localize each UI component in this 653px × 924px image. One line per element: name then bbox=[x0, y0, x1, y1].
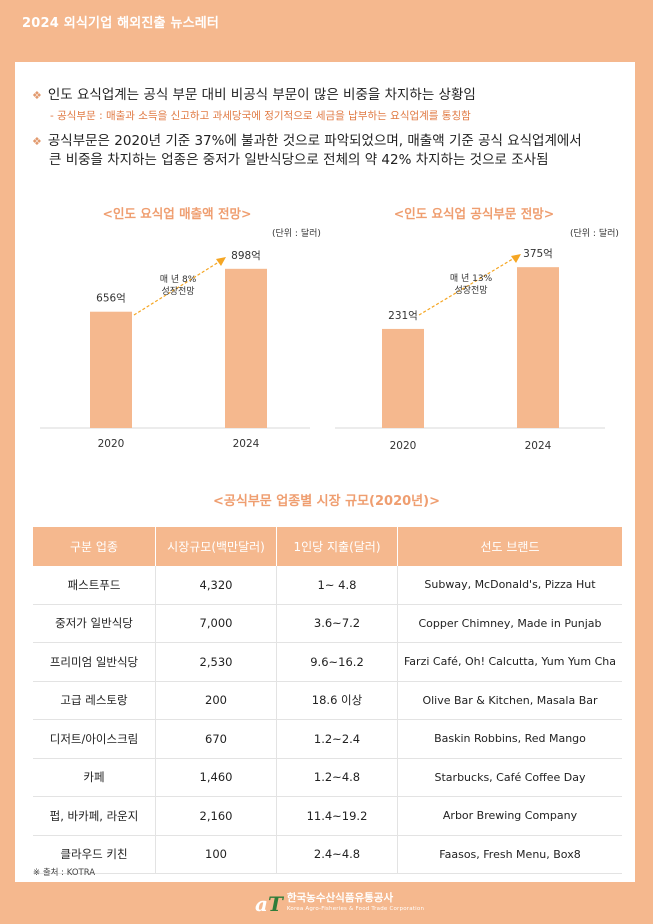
col-header-market-size: 시장규모(백만달러) bbox=[155, 527, 277, 566]
footer-logo: aT 한국농수산식품유통공사 Korea Agro-Fisheries & Fo… bbox=[255, 892, 424, 916]
table-row: 고급 레스토랑 200 18.6 이상 Olive Bar & Kitchen, Ma… bbox=[33, 681, 622, 720]
bullet-2: ❖ 공식부문은 2020년 기준 37%에 불과한 것으로 파악되었으며, 매출액… bbox=[32, 132, 582, 151]
org-name-en: Korea Agro-Fisheries & Food Trade Corpor… bbox=[286, 906, 425, 912]
cell-spend: 9.6~16.2 bbox=[276, 642, 398, 682]
cell-category: 카페 bbox=[33, 758, 156, 797]
cell-brands: Faasos, Fresh Menu, Box8 bbox=[397, 835, 622, 874]
cell-category: 펍, 바카페, 라운지 bbox=[33, 796, 156, 836]
bullet-2-line2: 큰 비중을 차지하는 업종은 중저가 일반식당으로 전체의 약 42% 차지하는… bbox=[49, 152, 549, 168]
table-row: 카페 1,460 1.2~4.8 Starbucks, Café Coffee Day bbox=[33, 758, 622, 797]
cell-brands: Arbor Brewing Company bbox=[397, 796, 622, 836]
table-row: 중저가 일반식당 7,000 3.6~7.2 Copper Chimney, Made… bbox=[33, 604, 622, 643]
table-header-row: 구분 업종 시장규모(백만달러) 1인당 지출(달러) 선도 브랜드 bbox=[33, 527, 622, 566]
cell-brands: Olive Bar & Kitchen, Masala Bar bbox=[397, 681, 622, 720]
chart-1-value-2024: 898억 bbox=[231, 250, 261, 262]
market-size-table: 구분 업종 시장규모(백만달러) 1인당 지출(달러) 선도 브랜드 패스트푸드… bbox=[33, 527, 622, 874]
cell-spend: 2.4~4.8 bbox=[276, 835, 398, 874]
chart-1-unit: (단위 : 달러) bbox=[272, 229, 321, 239]
diamond-bullet-icon: ❖ bbox=[32, 89, 42, 102]
header-title: 2024 외식기업 해외진출 뉴스레터 bbox=[22, 16, 220, 31]
bullet-1: ❖ 인도 요식업계는 공식 부문 대비 비공식 부문이 많은 비중을 차지하는 상… bbox=[32, 86, 476, 105]
chart-1-annotation-1: 매 년 8% bbox=[160, 274, 197, 285]
cell-brands: Copper Chimney, Made in Punjab bbox=[397, 604, 622, 643]
chart-2-xtick-2024: 2024 bbox=[525, 440, 552, 452]
chart-2-value-2020: 231억 bbox=[388, 310, 418, 322]
cell-spend: 1.2~2.4 bbox=[276, 719, 398, 759]
bullet-1-text: 인도 요식업계는 공식 부문 대비 비공식 부문이 많은 비중을 차지하는 상황… bbox=[47, 87, 476, 103]
table-row: 디저트/아이스크림 670 1.2~2.4 Baskin Robbins, Red M… bbox=[33, 719, 622, 759]
chart-2-unit: (단위 : 달러) bbox=[570, 229, 619, 239]
table-row: 프리미엄 일반식당 2,530 9.6~16.2 Farzi Café, Oh! Ca… bbox=[33, 642, 622, 682]
col-header-brands: 선도 브랜드 bbox=[397, 527, 622, 566]
chart-1-bar-2024 bbox=[225, 268, 267, 428]
cell-brands: Farzi Café, Oh! Calcutta, Yum Yum Cha bbox=[397, 642, 622, 682]
table-body: 패스트푸드 4,320 1~ 4.8 Subway, McDonald's, Pizz… bbox=[33, 566, 622, 874]
cell-market-size: 2,160 bbox=[155, 796, 277, 836]
cell-category: 프리미엄 일반식당 bbox=[33, 642, 156, 682]
chart-1-value-2020: 656억 bbox=[96, 293, 126, 305]
table-row: 패스트푸드 4,320 1~ 4.8 Subway, McDonald's, Pizz… bbox=[33, 566, 622, 605]
cell-category: 중저가 일반식당 bbox=[33, 604, 156, 643]
diamond-bullet-icon: ❖ bbox=[32, 135, 42, 148]
logo-t: T bbox=[267, 892, 283, 916]
cell-brands: Baskin Robbins, Red Mango bbox=[397, 719, 622, 759]
cell-market-size: 200 bbox=[155, 681, 277, 720]
org-name-block: 한국농수산식품유통공사 Korea Agro-Fisheries & Food … bbox=[287, 893, 424, 915]
cell-market-size: 1,460 bbox=[155, 758, 277, 797]
cell-category: 고급 레스토랑 bbox=[33, 681, 156, 720]
cell-category: 클라우드 키친 bbox=[33, 835, 156, 874]
bullet-2-line1: 공식부문은 2020년 기준 37%에 불과한 것으로 파악되었으며, 매출액 … bbox=[47, 133, 582, 149]
chart-2-annotation-1: 매 년 13% bbox=[450, 273, 493, 284]
chart-1-growth-arrow bbox=[133, 259, 223, 316]
chart-2-growth-arrow bbox=[418, 256, 517, 316]
chart-2-arrow-head bbox=[511, 254, 521, 263]
cell-brands: Subway, McDonald's, Pizza Hut bbox=[397, 566, 622, 605]
at-logo-icon: aT bbox=[255, 892, 283, 916]
chart-1-xtick-2024: 2024 bbox=[233, 438, 260, 450]
chart-2-annotation-2: 성장전망 bbox=[454, 285, 487, 296]
table-row: 펍, 바카페, 라운지 2,160 11.4~19.2 Arbor Brewing C… bbox=[33, 796, 622, 836]
cell-spend: 1~ 4.8 bbox=[276, 566, 398, 605]
logo-a: a bbox=[255, 892, 268, 916]
chart-1-xtick-2020: 2020 bbox=[98, 438, 125, 450]
chart-1-title: <인도 요식업 매출액 전망> bbox=[102, 206, 252, 221]
cell-market-size: 670 bbox=[155, 719, 277, 759]
cell-market-size: 100 bbox=[155, 835, 277, 874]
chart-2-title: <인도 요식업 공식부문 전망> bbox=[393, 206, 555, 221]
cell-spend: 3.6~7.2 bbox=[276, 604, 398, 643]
chart-1-annotation-2: 성장전망 bbox=[161, 286, 194, 297]
cell-market-size: 2,530 bbox=[155, 642, 277, 682]
chart-2-xtick-2020: 2020 bbox=[390, 440, 417, 452]
chart-2-bar-2020 bbox=[382, 328, 424, 428]
chart-2-value-2024: 375억 bbox=[523, 248, 553, 260]
source-note: ※ 출처 : KOTRA bbox=[33, 868, 96, 878]
col-header-category: 구분 업종 bbox=[33, 527, 156, 566]
cell-spend: 1.2~4.8 bbox=[276, 758, 398, 797]
chart-1: 656억 898억 2020 2024 매 년 8% 성장전망 bbox=[40, 250, 310, 450]
table-title: <공식부문 업종별 시장 규모(2020년)> bbox=[213, 494, 440, 509]
cell-spend: 18.6 이상 bbox=[276, 681, 398, 720]
chart-1-arrow-head bbox=[216, 257, 226, 266]
table-row: 클라우드 키친 100 2.4~4.8 Faasos, Fresh Menu, Box… bbox=[33, 835, 622, 874]
cell-market-size: 7,000 bbox=[155, 604, 277, 643]
chart-1-bar-2020 bbox=[90, 311, 132, 428]
cell-category: 디저트/아이스크림 bbox=[33, 719, 156, 759]
sub-note: - 공식부문 : 매출과 소득을 신고하고 과세당국에 정기적으로 세금을 납부… bbox=[50, 110, 471, 122]
cell-spend: 11.4~19.2 bbox=[276, 796, 398, 836]
chart-2: 231억 375억 2020 2024 매 년 13% 성장전망 bbox=[335, 248, 605, 452]
cell-brands: Starbucks, Café Coffee Day bbox=[397, 758, 622, 797]
org-name: 한국농수산식품유통공사 bbox=[286, 892, 394, 904]
cell-category: 패스트푸드 bbox=[33, 566, 156, 605]
cell-market-size: 4,320 bbox=[155, 566, 277, 605]
col-header-spend: 1인당 지출(달러) bbox=[276, 527, 398, 566]
chart-2-bar-2024 bbox=[517, 267, 559, 428]
